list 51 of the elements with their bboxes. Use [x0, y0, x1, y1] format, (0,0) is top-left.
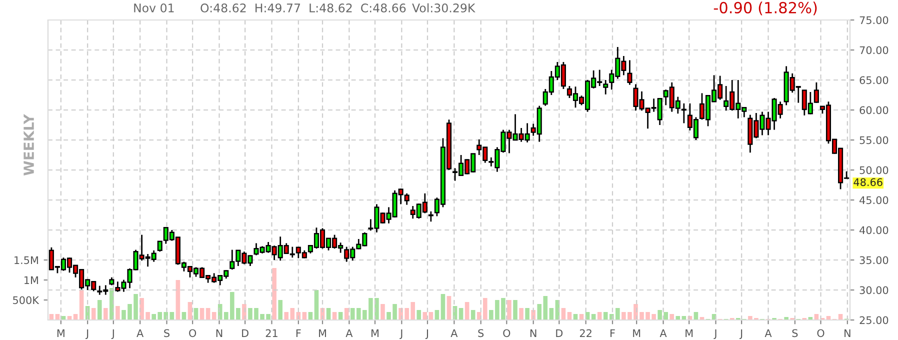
y2-tick-label: 1M — [24, 276, 38, 284]
y-tick-label: 25.00 — [860, 316, 888, 324]
y2-tick-label: 500K — [13, 296, 40, 304]
x-tick-label: N — [530, 329, 536, 337]
x-tick-label: J — [111, 329, 114, 340]
text: WEEKLY — [24, 114, 34, 176]
x-tick-label: A — [136, 329, 144, 337]
x-tick-label: D — [556, 329, 563, 337]
x-tick-label: M — [319, 329, 326, 337]
x-tick-label: O — [817, 329, 824, 338]
x-tick-label: D — [242, 329, 248, 337]
annotation: 48.66 — [854, 178, 882, 186]
x-tick-label: J — [86, 329, 88, 340]
x-tick-label: S — [478, 329, 484, 338]
x-tick-label: 21 — [266, 329, 278, 337]
x-tick-label: N — [216, 329, 222, 337]
x-tick-label: J — [740, 329, 742, 340]
x-tick-label: M — [372, 329, 378, 337]
x-tick-label: M — [686, 329, 693, 337]
y-tick-label: 70.00 — [860, 46, 888, 54]
x-tick-label: M — [57, 329, 64, 337]
y-tick-label: 35.00 — [860, 256, 888, 264]
x-tick-label: O — [503, 329, 510, 338]
x-tick-label: 22 — [580, 329, 592, 337]
x-tick-label: M — [633, 329, 640, 337]
x-tick-label: A — [450, 329, 458, 337]
x-tick-label: O — [189, 329, 196, 338]
text: Nov 01 — [134, 3, 174, 12]
x-tick-label: S — [792, 329, 798, 338]
text: -0.90 (1.82%) — [714, 2, 817, 16]
y-tick-label: 60.00 — [860, 106, 888, 114]
x-tick-label: N — [844, 329, 850, 337]
y-tick-label: 30.00 — [860, 286, 888, 294]
text: Vol:30.29K — [412, 3, 476, 12]
x-tick-label: J — [714, 329, 716, 340]
y-tick-label: 65.00 — [860, 76, 888, 84]
x-tick-label: F — [610, 329, 615, 337]
y-tick-label: 45.00 — [860, 196, 888, 204]
y-tick-label: 75.00 — [860, 16, 888, 24]
y-tick-label: 55.00 — [860, 136, 888, 144]
text: O:48.62 H:49.77 L:48.62 C:48.66 — [200, 3, 406, 12]
x-tick-label: F — [296, 329, 301, 337]
x-tick-label: S — [164, 329, 170, 338]
y-tick-label: 40.00 — [860, 226, 888, 234]
x-tick-label: J — [425, 329, 428, 340]
x-tick-label: A — [764, 329, 772, 337]
y-tick-label: 50.00 — [860, 166, 888, 174]
x-tick-label: A — [346, 329, 353, 337]
y2-tick-label: 1.5M — [14, 256, 38, 264]
x-tick-label: J — [400, 329, 402, 340]
x-tick-label: A — [660, 329, 667, 337]
